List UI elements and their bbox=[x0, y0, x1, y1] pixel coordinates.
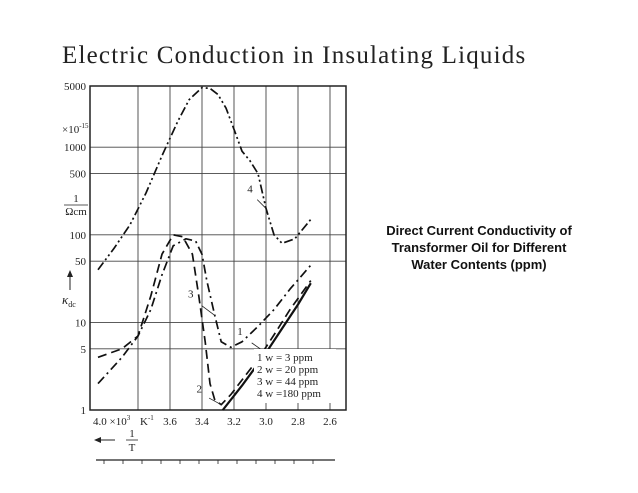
y-symbol: κdc bbox=[62, 292, 76, 309]
x-unit-exp: -1 bbox=[148, 414, 154, 422]
y-unit-denominator: Ωcm bbox=[65, 206, 87, 218]
caption-line: Direct Current Conductivity of bbox=[386, 223, 572, 238]
annotation-label: 2 bbox=[196, 384, 202, 396]
legend-entry: 3 w = 44 ppm bbox=[257, 376, 319, 388]
x-frac-denominator: T bbox=[129, 442, 136, 454]
y-tick-label: 1000 bbox=[64, 142, 87, 154]
bottom-rule-ticks bbox=[103, 460, 314, 464]
y-multiplier-exp: -15 bbox=[79, 122, 89, 130]
x-prefix: 4.0 ×103 bbox=[93, 414, 131, 428]
y-tick-label: 100 bbox=[70, 230, 87, 242]
x-unit: K-1 bbox=[140, 414, 154, 428]
caption-line: Water Contents (ppm) bbox=[411, 257, 547, 272]
x-tick-label: 2.8 bbox=[291, 416, 305, 428]
chart-annotations: 1 2 3 4 bbox=[188, 183, 267, 406]
x-tick-labels: 3.6 3.4 3.2 3.0 2.8 2.6 bbox=[163, 416, 337, 428]
series-1-line bbox=[221, 282, 312, 411]
legend-entry: 4 w =180 ppm bbox=[257, 388, 321, 400]
caption-line: Transformer Oil for Different bbox=[391, 240, 567, 255]
chart-caption: Direct Current Conductivity of Transform… bbox=[360, 222, 598, 273]
y-tick-label: 5 bbox=[81, 344, 87, 356]
x-prefix-exp: 3 bbox=[127, 414, 131, 422]
y-multiplier: ×10-15 bbox=[62, 122, 89, 136]
y-tick-label: 500 bbox=[70, 169, 87, 181]
x-axis-arrowhead-icon bbox=[94, 437, 101, 443]
y-axis-arrowhead-icon bbox=[67, 270, 73, 277]
x-tick-label: 3.6 bbox=[163, 416, 177, 428]
y-tick-label: 50 bbox=[75, 256, 87, 268]
plot-frame bbox=[89, 85, 347, 411]
legend-entry: 1 w = 3 ppm bbox=[257, 352, 313, 364]
annotation-label: 3 bbox=[188, 288, 194, 300]
legend-entry: 2 w = 20 ppm bbox=[257, 364, 319, 376]
y-tick-label: 10 bbox=[75, 317, 87, 329]
annotation-leader bbox=[201, 305, 216, 316]
annotation-leader bbox=[208, 397, 222, 406]
x-tick-label: 3.4 bbox=[195, 416, 209, 428]
x-tick-label: 3.2 bbox=[227, 416, 241, 428]
x-frac-numerator: 1 bbox=[129, 428, 135, 440]
legend-background bbox=[254, 349, 336, 403]
x-tick-label: 3.0 bbox=[259, 416, 273, 428]
y-tick-label: 1 bbox=[81, 405, 87, 417]
legend: 1 w = 3 ppm 2 w = 20 ppm 3 w = 44 ppm 4 … bbox=[254, 349, 336, 403]
annotation-label: 4 bbox=[247, 183, 253, 195]
y-tick-labels: 5000 1000 500 100 50 10 5 1 bbox=[64, 81, 87, 417]
y-unit-numerator: 1 bbox=[73, 193, 79, 205]
page-title: Electric Conduction in Insulating Liquid… bbox=[62, 42, 527, 69]
series-3-line bbox=[97, 237, 312, 385]
y-tick-label: 5000 bbox=[64, 81, 87, 93]
series-4-line bbox=[97, 86, 312, 271]
annotation-label: 1 bbox=[237, 326, 243, 338]
x-tick-label: 2.6 bbox=[323, 416, 337, 428]
y-symbol-sub: dc bbox=[68, 300, 76, 309]
annotation-leader bbox=[256, 199, 267, 209]
